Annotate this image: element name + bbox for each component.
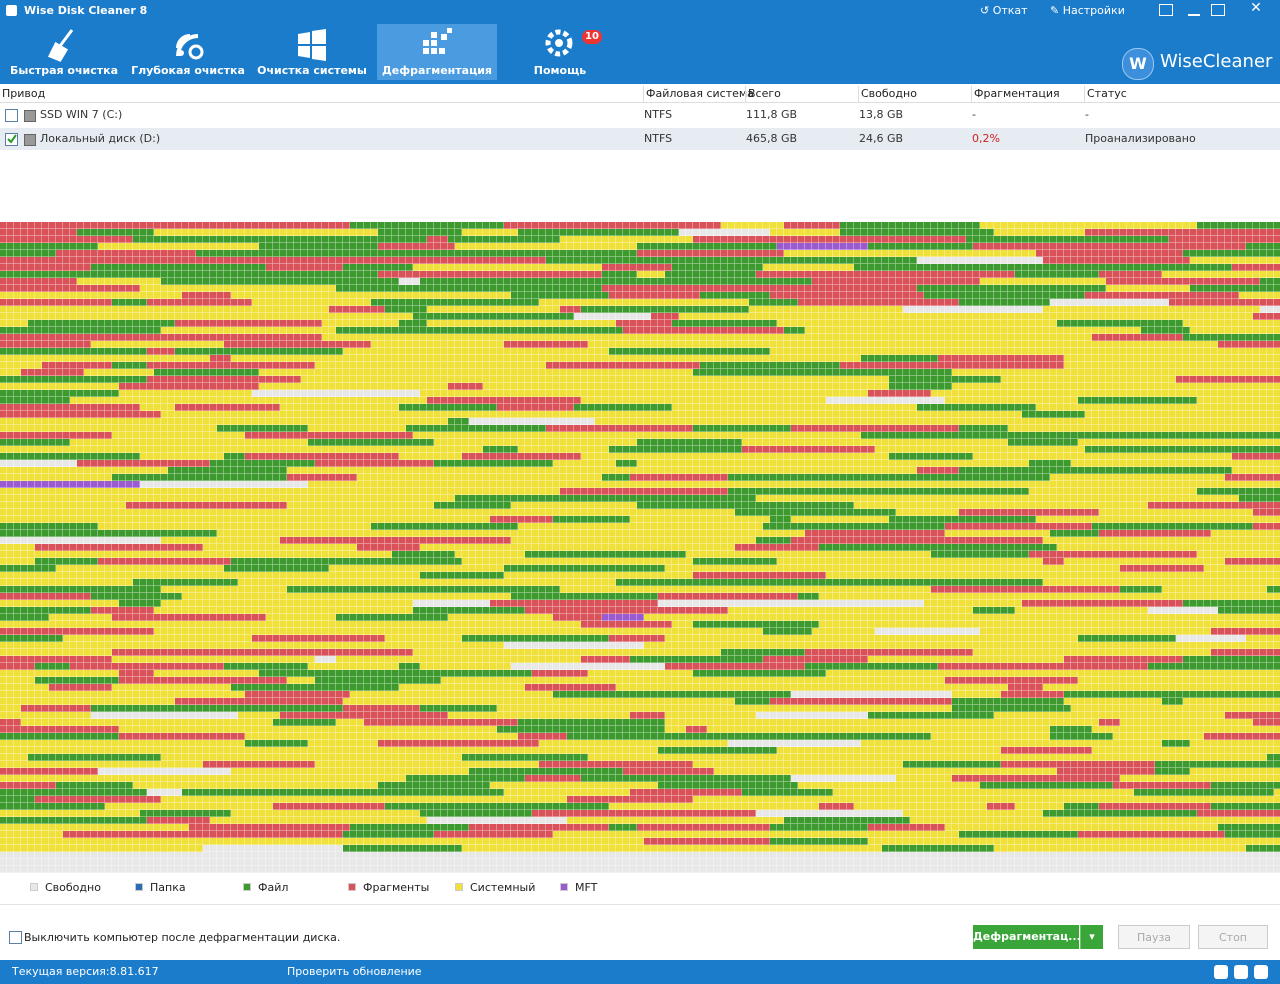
settings-button[interactable]: ✎ Настройки: [1050, 4, 1125, 17]
facebook-icon[interactable]: [1214, 965, 1228, 979]
separator: [0, 904, 1280, 905]
brand-name: WiseCleaner: [1160, 51, 1273, 72]
disk-map: [0, 222, 1280, 873]
drive-cell: -: [1085, 108, 1089, 121]
drive-cell: SSD WIN 7 (C:): [40, 108, 123, 121]
rollback-button[interactable]: ↺ Откат: [980, 4, 1028, 17]
settings-label[interactable]: Настройки: [1062, 4, 1125, 17]
tab-label[interactable]: Очистка системы: [257, 64, 367, 77]
drive-cell: NTFS: [644, 132, 673, 145]
toolbar: [0, 0, 1280, 84]
tab-icon: [298, 29, 326, 61]
drive-cell: 465,8 GB: [746, 132, 798, 145]
twitter-icon[interactable]: [1234, 965, 1248, 979]
drive-cell: Локальный диск (D:): [40, 132, 161, 145]
column-header[interactable]: Привод: [2, 87, 46, 100]
checkmark: [7, 134, 17, 144]
brand-logo: W: [1122, 48, 1154, 80]
maximize-button[interactable]: [1211, 4, 1225, 16]
tab-icon: [423, 28, 452, 54]
drive-cell: 24,6 GB: [859, 132, 904, 145]
drive-icon: [24, 110, 36, 122]
column-header[interactable]: Файловая система: [643, 86, 754, 102]
app-icon: [6, 5, 17, 16]
column-header[interactable]: Статус: [1084, 86, 1127, 102]
stop-button[interactable]: Стоп: [1198, 925, 1268, 949]
legend-label: Системный: [470, 881, 536, 894]
drive-row[interactable]: Локальный диск (D:) NTFS 465,8 GB 24,6 GB 0,…: [0, 128, 1280, 150]
drive-cell: Проанализировано: [1085, 132, 1196, 145]
column-header[interactable]: Фрагментация: [971, 86, 1060, 102]
menu-button[interactable]: [1159, 4, 1173, 16]
drive-icon: [24, 134, 36, 146]
rollback-label[interactable]: Откат: [992, 4, 1028, 17]
defrag-button[interactable]: Дефрагментац...: [973, 925, 1081, 949]
tab-icon: [47, 29, 74, 62]
drive-cell: 0,2%: [972, 132, 1000, 145]
tab[interactable]: Глубокая очистка: [128, 24, 248, 80]
drive-cell: NTFS: [644, 108, 673, 121]
legend-swatch: [455, 883, 463, 891]
drive-cell: -: [972, 108, 976, 121]
tab-label[interactable]: Помощь: [533, 64, 587, 77]
shutdown-label[interactable]: Выключить компьютер после дефрагментации…: [24, 931, 341, 944]
legend-label: MFT: [575, 881, 598, 894]
legend-swatch: [560, 883, 568, 891]
cell-grid: [0, 222, 1280, 873]
tab-label[interactable]: Дефрагментация: [382, 64, 492, 77]
legend-swatch: [30, 883, 38, 891]
drive-checkbox[interactable]: [5, 133, 18, 146]
pause-button[interactable]: Пауза: [1118, 925, 1190, 949]
google-icon[interactable]: [1254, 965, 1268, 979]
legend-swatch: [243, 883, 251, 891]
tab[interactable]: Дефрагментация: [377, 24, 497, 80]
minimize-button[interactable]: [1188, 14, 1200, 16]
legend-swatch: [348, 883, 356, 891]
legend-label: Свободно: [45, 881, 101, 894]
shutdown-checkbox[interactable]: [9, 931, 22, 944]
table-header: Привод Файловая система Всего Свободно Фрагм…: [0, 86, 1280, 103]
legend-swatch: [135, 883, 143, 891]
legend-label: Папка: [150, 881, 186, 894]
drive-checkbox[interactable]: [5, 109, 18, 122]
window-title: Wise Disk Cleaner 8: [24, 4, 148, 17]
defrag-dropdown[interactable]: ▾: [1080, 925, 1103, 949]
legend-label: Фрагменты: [363, 881, 430, 894]
close-button[interactable]: ✕: [1250, 0, 1262, 16]
tab-label[interactable]: Глубокая очистка: [131, 64, 245, 77]
notification-badge[interactable]: 10: [582, 30, 602, 44]
drive-row[interactable]: SSD WIN 7 (C:) NTFS 111,8 GB 13,8 GB - -: [0, 104, 1280, 126]
tab-icon: [545, 29, 573, 57]
tab-label[interactable]: Быстрая очистка: [9, 64, 119, 77]
column-header[interactable]: Всего: [745, 86, 781, 102]
column-header[interactable]: Свободно: [858, 86, 917, 102]
legend-label: Файл: [258, 881, 289, 894]
drive-cell: 13,8 GB: [859, 108, 904, 121]
drive-cell: 111,8 GB: [746, 108, 798, 121]
tab-icon: [176, 34, 204, 60]
update-link[interactable]: Проверить обновление: [287, 965, 422, 978]
tab[interactable]: Быстрая очистка: [4, 24, 124, 80]
tab[interactable]: Помощь: [500, 24, 620, 80]
version-text: Текущая версия:8.81.617: [12, 965, 159, 978]
tab[interactable]: Очистка системы: [252, 24, 372, 80]
status-bar: [0, 960, 1280, 984]
